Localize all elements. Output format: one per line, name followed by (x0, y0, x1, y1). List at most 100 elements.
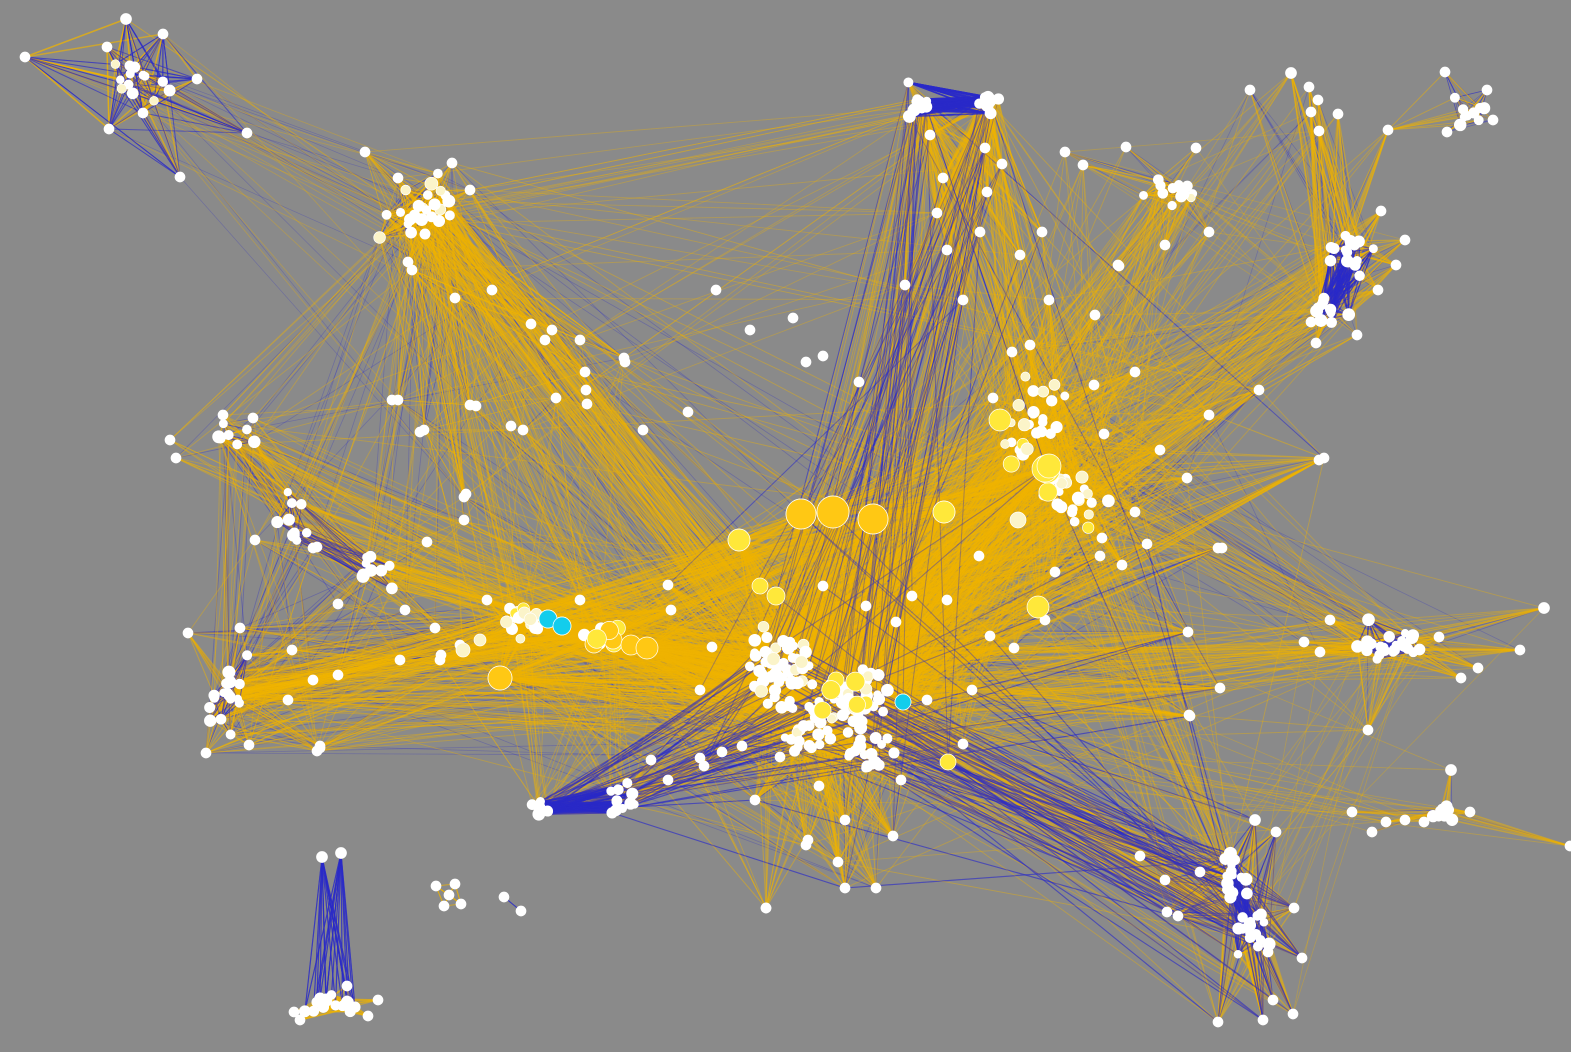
graph-node[interactable] (1514, 644, 1526, 656)
graph-node[interactable] (375, 564, 388, 577)
graph-node[interactable] (937, 172, 949, 184)
graph-node[interactable] (525, 318, 537, 330)
graph-node[interactable] (1324, 303, 1337, 316)
graph-node[interactable] (710, 284, 722, 296)
graph-node[interactable] (1342, 308, 1356, 321)
graph-node[interactable] (1212, 1016, 1224, 1028)
graph-node[interactable] (422, 190, 433, 200)
graph-node[interactable] (1167, 183, 1178, 194)
graph-node[interactable] (1418, 816, 1430, 828)
graph-node[interactable] (429, 622, 441, 634)
graph-node[interactable] (1043, 294, 1055, 306)
graph-node[interactable] (966, 684, 978, 696)
graph-node[interactable] (1027, 385, 1040, 397)
graph-node[interactable] (981, 186, 993, 198)
graph-node[interactable] (208, 689, 220, 702)
graph-node[interactable] (1449, 92, 1460, 103)
graph-node[interactable] (1344, 234, 1357, 248)
graph-node-hub[interactable] (487, 665, 513, 691)
graph-node[interactable] (515, 905, 527, 917)
graph-node[interactable] (774, 751, 786, 763)
graph-node[interactable] (753, 664, 766, 678)
graph-node[interactable] (128, 61, 141, 73)
graph-node[interactable] (1183, 709, 1195, 721)
graph-node[interactable] (247, 412, 259, 424)
graph-node[interactable] (481, 594, 493, 606)
graph-node[interactable] (1134, 850, 1146, 862)
graph-node[interactable] (706, 641, 718, 653)
graph-node[interactable] (744, 661, 755, 672)
graph-node[interactable] (460, 488, 472, 500)
graph-node[interactable] (204, 714, 217, 727)
graph-node[interactable] (433, 168, 443, 179)
graph-node[interactable] (924, 129, 936, 141)
graph-node[interactable] (1361, 635, 1374, 648)
graph-node[interactable] (301, 528, 312, 538)
graph-node[interactable] (1037, 385, 1050, 398)
graph-node[interactable] (662, 774, 674, 786)
graph-node[interactable] (762, 698, 773, 709)
graph-node[interactable] (1255, 908, 1267, 921)
graph-node[interactable] (138, 70, 148, 80)
graph-node[interactable] (137, 107, 149, 119)
graph-node[interactable] (1252, 941, 1264, 952)
graph-node[interactable] (1351, 640, 1364, 653)
graph-node[interactable] (1129, 366, 1141, 378)
graph-node[interactable] (881, 683, 894, 697)
graph-node[interactable] (611, 795, 623, 807)
graph-node[interactable] (386, 582, 398, 595)
graph-node[interactable] (283, 488, 292, 497)
graph-node[interactable] (749, 794, 761, 806)
graph-node[interactable] (432, 214, 446, 228)
graph-node[interactable] (400, 184, 411, 196)
graph-node[interactable] (872, 693, 886, 706)
graph-node[interactable] (836, 709, 849, 722)
graph-node[interactable] (1262, 937, 1276, 951)
graph-node[interactable] (1009, 511, 1027, 529)
graph-node[interactable] (1253, 384, 1265, 396)
graph-node[interactable] (813, 701, 832, 720)
graph-node[interactable] (574, 594, 586, 606)
graph-node-hub[interactable] (785, 498, 817, 530)
graph-node[interactable] (223, 688, 234, 700)
graph-node[interactable] (1050, 421, 1063, 434)
graph-node[interactable] (1069, 516, 1080, 527)
graph-node[interactable] (987, 392, 999, 404)
graph-node[interactable] (854, 740, 867, 753)
graph-node[interactable] (1310, 337, 1322, 349)
graph-node[interactable] (1098, 428, 1110, 440)
graph-node[interactable] (794, 655, 809, 669)
graph-node[interactable] (1075, 470, 1089, 484)
graph-node[interactable] (899, 279, 911, 291)
graph-node[interactable] (1088, 379, 1100, 391)
graph-node[interactable] (405, 226, 417, 239)
graph-node[interactable] (749, 649, 762, 662)
graph-node[interactable] (157, 76, 168, 87)
graph-node[interactable] (372, 994, 384, 1006)
graph-node[interactable] (1312, 94, 1324, 106)
graph-node[interactable] (286, 644, 298, 656)
graph-node[interactable] (314, 742, 326, 754)
graph-node[interactable] (1026, 595, 1050, 619)
graph-node[interactable] (296, 498, 307, 510)
graph-node[interactable] (797, 720, 810, 732)
graph-node[interactable] (1096, 532, 1108, 544)
graph-node[interactable] (307, 674, 319, 686)
graph-node[interactable] (1113, 260, 1125, 272)
graph-node[interactable] (243, 739, 255, 751)
graph-node[interactable] (1318, 292, 1330, 304)
graph-node[interactable] (1161, 906, 1173, 918)
graph-node[interactable] (248, 435, 261, 449)
graph-node[interactable] (748, 633, 762, 647)
graph-node[interactable] (789, 745, 801, 757)
graph-node[interactable] (1002, 455, 1020, 473)
graph-node[interactable] (532, 807, 546, 821)
graph-node[interactable] (1239, 872, 1253, 886)
graph-node[interactable] (803, 740, 815, 752)
graph-node[interactable] (845, 671, 866, 692)
graph-node[interactable] (760, 902, 772, 914)
graph-node[interactable] (1120, 141, 1132, 153)
graph-node[interactable] (766, 652, 781, 666)
graph-node[interactable] (1176, 187, 1190, 201)
